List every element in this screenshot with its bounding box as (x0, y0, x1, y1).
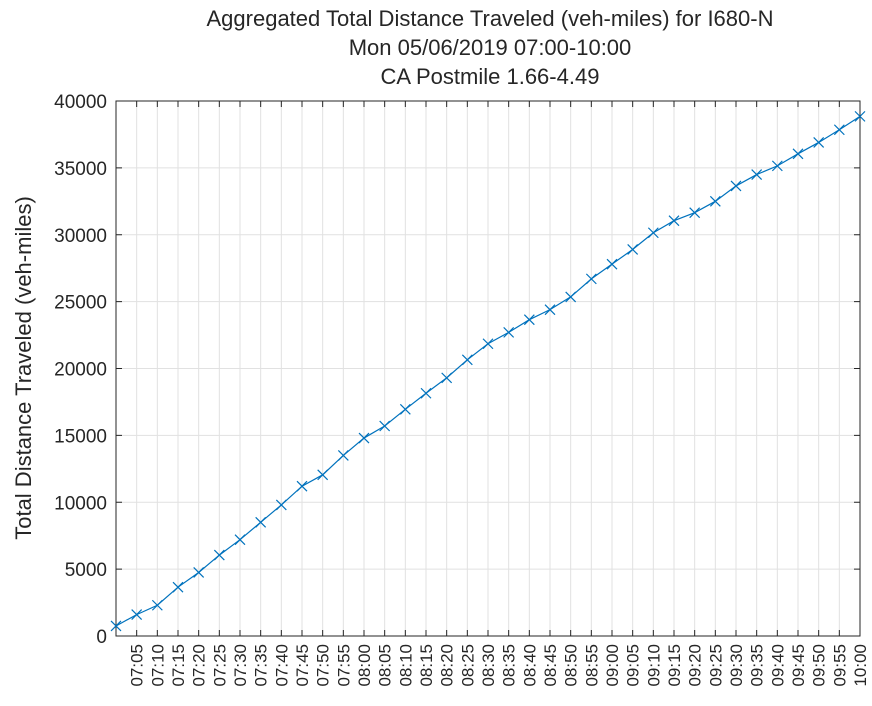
data-point-marker (420, 387, 432, 399)
x-tick-label: 09:55 (830, 644, 849, 687)
y-tick-label: 5000 (65, 560, 107, 581)
data-point-marker (585, 273, 597, 285)
x-tick-label: 09:10 (644, 644, 663, 687)
y-tick-label: 15000 (54, 426, 107, 447)
data-point-marker (482, 338, 494, 350)
data-point-marker (337, 450, 349, 461)
x-tick-label: 07:30 (231, 644, 250, 687)
x-tick-label: 08:55 (582, 644, 601, 687)
x-tick-label: 07:55 (334, 644, 353, 687)
data-point-marker (441, 372, 453, 384)
y-axis-label: Total Distance Traveled (veh-miles) (11, 196, 36, 540)
data-point-marker (255, 516, 267, 528)
x-tick-label: 09:45 (789, 644, 808, 687)
data-point-marker (358, 432, 370, 444)
data-point-marker (751, 169, 763, 180)
data-series (110, 110, 866, 632)
x-tick-label: 07:05 (128, 644, 147, 687)
y-tick-label: 20000 (54, 360, 107, 381)
x-tick-label: 07:25 (210, 644, 229, 687)
x-tick-label: 08:15 (417, 644, 436, 687)
data-point-marker (213, 549, 225, 561)
data-point-marker (503, 326, 515, 338)
data-point-marker (379, 420, 391, 432)
x-tick-label: 08:20 (438, 644, 457, 687)
y-tick-label: 25000 (54, 293, 107, 314)
x-tick-label: 07:20 (190, 644, 209, 687)
data-point-marker (296, 480, 308, 492)
data-point-marker (606, 258, 618, 270)
x-tick-label: 09:25 (706, 644, 725, 687)
y-tick-label: 30000 (54, 226, 107, 247)
x-tick-label: 07:10 (148, 644, 167, 687)
chart-title-line-3: CA Postmile 1.66-4.49 (381, 64, 600, 89)
x-tick-label: 08:40 (520, 644, 539, 687)
data-point-marker (792, 148, 804, 160)
x-tick-label: 08:05 (376, 644, 395, 687)
grid-lines (116, 101, 860, 636)
data-point-marker (668, 215, 680, 227)
data-point-marker (730, 180, 742, 192)
x-tick-label: 08:30 (479, 644, 498, 687)
y-tick-label: 10000 (54, 493, 107, 514)
chart-title-line-1: Aggregated Total Distance Traveled (veh-… (207, 6, 774, 31)
x-tick-label: 08:10 (396, 644, 415, 687)
data-point-marker (172, 581, 184, 593)
y-tick-label: 40000 (54, 92, 107, 113)
data-point-marker (771, 160, 783, 172)
data-point-marker (461, 354, 473, 366)
data-point-marker (234, 534, 246, 546)
x-tick-label: 09:05 (624, 644, 643, 687)
x-tick-label: 07:40 (272, 644, 291, 687)
y-tick-label: 35000 (54, 159, 107, 180)
chart-title-line-2: Mon 05/06/2019 07:00-10:00 (349, 35, 632, 60)
data-point-marker (647, 227, 659, 239)
x-tick-label: 08:45 (541, 644, 560, 687)
x-tick-label: 09:30 (727, 644, 746, 687)
data-point-marker (151, 599, 163, 611)
data-point-marker (275, 499, 287, 511)
x-tick-label: 09:35 (748, 644, 767, 687)
y-tick-labels: 0 5000 10000 15000 20000 25000 30000 35000 40000 (54, 92, 107, 648)
data-point-marker (544, 304, 556, 316)
data-point-marker (627, 244, 639, 255)
data-point-marker (689, 207, 701, 219)
x-tick-label: 09:50 (810, 644, 829, 687)
data-point-marker (193, 567, 205, 578)
data-point-marker (523, 314, 535, 326)
x-tick-label: 07:35 (252, 644, 271, 687)
x-tick-label: 07:50 (314, 644, 333, 687)
data-point-marker (110, 620, 122, 632)
x-tick-label: 09:00 (603, 644, 622, 687)
x-tick-label: 08:35 (500, 644, 519, 687)
x-tick-label: 09:40 (768, 644, 787, 687)
x-tick-label: 08:50 (562, 644, 581, 687)
data-point-marker (813, 137, 825, 148)
x-tick-label: 07:15 (169, 644, 188, 687)
x-tick-label: 09:20 (686, 644, 705, 687)
x-tick-label: 08:25 (458, 644, 477, 687)
data-point-marker (833, 124, 845, 136)
data-point-marker (854, 110, 866, 122)
x-tick-label: 10:00 (851, 644, 870, 687)
x-tick-label: 07:45 (293, 644, 312, 687)
data-point-marker (709, 195, 721, 207)
axes (115, 100, 861, 637)
x-tick-label: 09:15 (665, 644, 684, 687)
x-tick-labels: 07:05 07:10 07:15 07:20 07:25 07:30 07:35 07:40… (128, 644, 870, 687)
data-point-marker (399, 403, 411, 415)
data-point-marker (565, 291, 577, 303)
x-tick-label: 08:00 (355, 644, 374, 687)
y-tick-label: 0 (96, 627, 107, 648)
data-point-marker (317, 469, 329, 481)
data-point-marker (131, 609, 143, 621)
